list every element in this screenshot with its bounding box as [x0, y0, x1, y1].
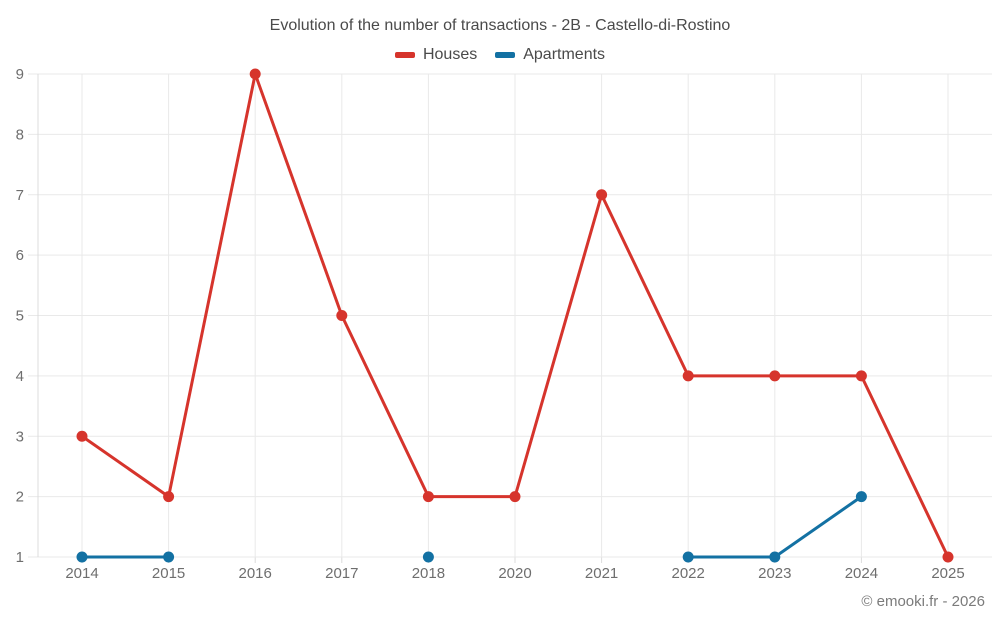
x-tick-label: 2020	[498, 565, 531, 582]
chart-title: Evolution of the number of transactions …	[269, 17, 731, 34]
x-tick-label: 2024	[845, 565, 878, 582]
data-point-houses-2015	[163, 491, 175, 503]
data-point-houses-2014	[76, 430, 88, 442]
houses-legend-swatch-icon	[394, 52, 415, 58]
data-point-apartments-2024	[855, 491, 867, 503]
data-point-houses-2025	[942, 551, 954, 563]
data-point-houses-2024	[855, 370, 867, 382]
x-tick-label: 2023	[758, 565, 791, 582]
y-tick-label: 4	[16, 368, 24, 385]
x-tick-label: 2022	[672, 565, 705, 582]
data-point-houses-2016	[249, 68, 261, 80]
data-point-apartments-2014	[76, 551, 88, 563]
x-tick-label: 2015	[152, 565, 185, 582]
y-tick-label: 3	[16, 428, 24, 445]
legend-item-apartments[interactable]: Apartments	[495, 46, 605, 64]
data-point-houses-2020	[509, 491, 521, 503]
data-point-apartments-2015	[163, 551, 175, 563]
y-tick-label: 2	[16, 489, 24, 506]
legend-item-houses[interactable]: Houses	[394, 46, 478, 64]
y-tick-label: 9	[16, 66, 24, 83]
x-tick-label: 2025	[931, 565, 964, 582]
data-point-apartments-2018	[422, 551, 434, 563]
legend-label-houses: Houses	[422, 46, 478, 63]
y-tick-label: 8	[16, 126, 24, 143]
apartments-legend-swatch-icon	[495, 52, 516, 58]
x-tick-label: 2016	[239, 565, 272, 582]
chart-legend: Houses Apartments	[0, 46, 1000, 64]
x-tick-label: 2017	[325, 565, 358, 582]
legend-label-apartments: Apartments	[523, 46, 606, 63]
x-tick-label: 2014	[65, 565, 98, 582]
data-point-apartments-2022	[682, 551, 694, 563]
x-tick-label: 2021	[585, 565, 618, 582]
data-point-houses-2023	[769, 370, 781, 382]
y-tick-label: 7	[16, 187, 24, 204]
data-point-houses-2022	[682, 370, 694, 382]
data-point-houses-2017	[336, 310, 348, 321]
data-point-houses-2021	[596, 189, 608, 201]
y-tick-label: 5	[16, 308, 24, 325]
y-tick-label: 1	[16, 549, 24, 566]
data-point-houses-2018	[422, 491, 434, 503]
watermark: © emooki.fr - 2026	[861, 593, 985, 610]
x-tick-label: 2018	[412, 565, 445, 582]
y-tick-label: 6	[16, 247, 24, 264]
data-point-apartments-2023	[769, 551, 781, 563]
